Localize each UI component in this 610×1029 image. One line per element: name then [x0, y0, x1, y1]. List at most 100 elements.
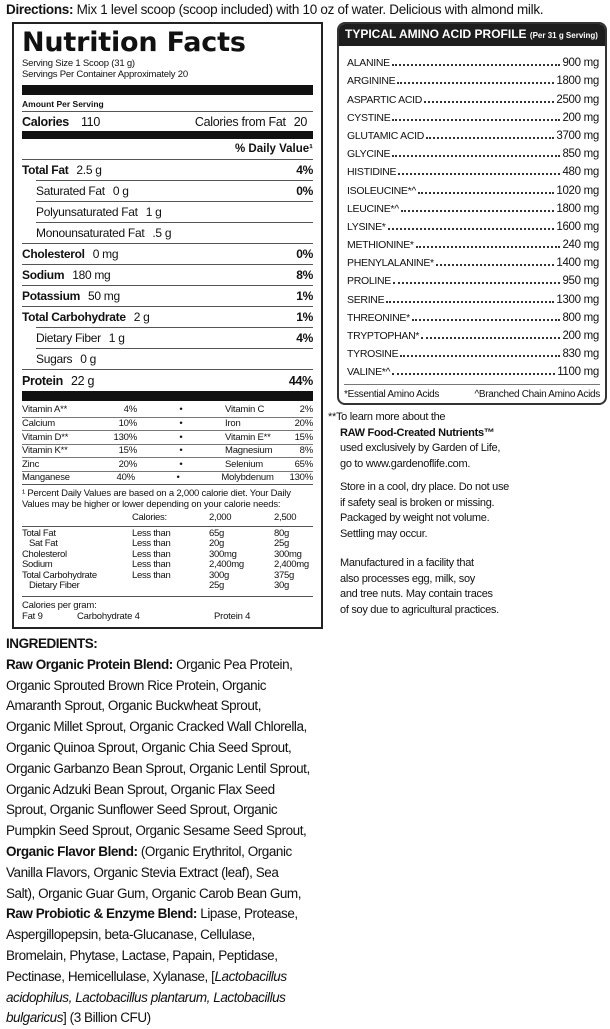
dv-table-row: Dietary Fiber 25g 30g	[22, 580, 313, 592]
vitamin-pct: 20%	[294, 418, 314, 430]
vitamin-pct: 10%	[118, 418, 138, 430]
nutrient-rows: Total Fat 2.5 g 4% Saturated Fat 0 g 0% Polyun…	[22, 159, 313, 391]
serving-size: Serving Size 1 Scoop (31 g)	[22, 58, 135, 69]
amino-amount: 830 mg	[562, 348, 599, 361]
directions: Directions: Mix 1 level scoop (scoop inc…	[6, 2, 544, 17]
dv-table-cell: Less than	[132, 569, 171, 581]
daily-value-header: % Daily Value¹	[22, 139, 313, 159]
nutrient-row: Saturated Fat 0 g 0%	[36, 180, 313, 201]
amino-amount: 950 mg	[562, 275, 599, 288]
cpg-values: Fat 9 Carbohydrate 4 Protein 4	[22, 611, 313, 622]
ingredient-text: Organic Millet Sprout, Organic Cracked W…	[6, 719, 307, 735]
website-link[interactable]: go to www.gardenoflife.com.	[340, 457, 471, 470]
dot-leader	[421, 337, 561, 339]
amino-name: METHIONINE*	[347, 239, 414, 252]
amino-name: PROLINE	[347, 275, 391, 288]
nutrient-label: Polyunsaturated Fat	[36, 205, 138, 219]
amino-row: GLYCINE 850 mg	[339, 142, 605, 160]
dv-table-cell: 80g	[274, 527, 289, 539]
dot-leader	[426, 136, 555, 139]
amino-name: SERINE	[347, 293, 385, 306]
nutrient-label: Monounsaturated Fat	[36, 226, 145, 240]
dv-table-cell: 25g	[209, 580, 224, 591]
ingredients: INGREDIENTS: Raw Organic Protein Blend: O…	[6, 634, 310, 1029]
dv-table-cell: Total Fat	[22, 527, 56, 539]
ingredient-text: Organic Quinoa Sprout, Organic Chia Seed…	[6, 739, 292, 755]
amino-amount: 1800 mg	[556, 75, 599, 88]
directions-label: Directions:	[6, 2, 74, 17]
amino-name: ISOLEUCINE*^	[347, 184, 417, 197]
nutrition-title: Nutrition Facts	[22, 27, 246, 58]
nutrient-label: Protein	[22, 373, 63, 388]
dv-table-cell: Less than	[132, 538, 171, 549]
servings-per-container: Servings Per Container Approximately 20	[22, 69, 188, 80]
ingredient-text: (Organic Erythritol, Organic	[137, 843, 292, 859]
storage-text: Store in a cool, dry place. Do not use if…	[340, 480, 509, 542]
vitamin-pct: 4%	[123, 404, 138, 416]
ingredient-line: bulgaricus] (3 Billion CFU)	[6, 1008, 310, 1029]
amino-row: TYROSINE 830 mg	[339, 342, 605, 360]
amino-name: TYROSINE	[347, 348, 399, 361]
nutrient-label: Potassium	[22, 289, 80, 303]
calories-label: Calories	[22, 114, 69, 129]
essential-footnote: *Essential Amino Acids	[344, 389, 440, 401]
amino-row: PHENYLALANINE* 1400 mg	[339, 251, 605, 269]
ingredient-line: Organic Adzuki Bean Sprout, Organic Flax…	[6, 780, 310, 801]
dv-table-cell: 300mg	[209, 548, 237, 560]
vitamin-name: Selenium	[225, 458, 264, 470]
text-line: Packaged by weight not volume.	[340, 512, 490, 524]
ingredient-line: Organic Garbanzo Bean Sprout, Organic Le…	[6, 759, 310, 780]
ingredient-line: Organic Sprouted Brown Rice Protein, Org…	[6, 676, 310, 697]
vitamin-name: Vitamin E**	[225, 431, 271, 443]
raw-nutrients-brand: RAW Food-Created Nutrients™	[340, 426, 495, 439]
ingredient-text: Amaranth Sprout, Organic Buckwheat Sprou…	[6, 698, 261, 714]
amino-amount: 200 mg	[562, 330, 599, 342]
amino-row: TRYPTOPHAN* 200 mg	[339, 324, 605, 342]
dot-leader	[415, 246, 561, 249]
ingredient-text: Raw Probiotic & Enzyme Blend:	[6, 906, 197, 922]
bullet: •	[179, 404, 183, 416]
vitamin-pct: 15%	[118, 445, 138, 457]
text-line: Settling may occur.	[340, 527, 428, 540]
amino-acid-profile: TYPICAL AMINO ACID PROFILE (Per 31 g Ser…	[337, 22, 607, 405]
amino-row: PROLINE 950 mg	[339, 269, 605, 287]
ingredient-line: Pectinase, Hemicellulase, Xylanase, [Lac…	[6, 967, 310, 988]
dv-table-cell	[132, 581, 209, 592]
nutrient-row: Total Fat 2.5 g 4%	[22, 159, 313, 180]
ingredient-line: Bromelain, Phytase, Lactase, Papain, Pep…	[6, 946, 310, 967]
amino-title: TYPICAL AMINO ACID PROFILE	[345, 27, 527, 41]
dot-leader	[435, 264, 555, 267]
dv-table-cell: 30g	[274, 580, 289, 591]
amino-name: CYSTINE	[347, 111, 391, 124]
dv-table-head	[22, 513, 132, 524]
nutrient-label: Saturated Fat	[36, 184, 105, 198]
vitamin-name: Molybdenum	[221, 472, 274, 484]
vitamin-row: Vitamin K** 15% • Magnesium 8%	[22, 443, 313, 458]
vitamin-row: Zinc 20% • Selenium 65%	[22, 457, 313, 471]
amino-name: VALINE*^	[347, 366, 391, 379]
amino-amount: 1400 mg	[556, 257, 599, 270]
dv-table-header: Calories: 2,000 2,500	[22, 512, 313, 527]
nutrient-daily-value: 0%	[296, 247, 313, 261]
ingredient-text: Aspergillopepsin, beta-Glucanase, Cellul…	[6, 927, 255, 943]
amino-amount: 2500 mg	[556, 93, 599, 106]
amino-row: ALANINE 900 mg	[339, 51, 605, 69]
amino-name: ARGININE	[347, 75, 396, 88]
amino-name: HISTIDINE	[347, 166, 397, 179]
vitamin-row: Manganese 40% • Molybdenum 130%	[22, 470, 313, 485]
nutrient-label: Dietary Fiber	[36, 331, 101, 345]
amino-name: LYSINE*	[347, 220, 386, 233]
amino-name: GLUTAMIC ACID	[347, 129, 424, 142]
amino-row: ASPARTIC ACID 2500 mg	[339, 87, 605, 106]
vitamin-name: Iron	[225, 418, 241, 430]
vitamin-name: Vitamin K**	[22, 445, 68, 457]
nutrition-facts-panel: Nutrition Facts Serving Size 1 Scoop (31…	[12, 22, 323, 629]
nutrient-amount: 0 g	[112, 184, 129, 198]
dot-leader	[387, 227, 555, 230]
dot-leader	[393, 282, 561, 285]
amino-row: ISOLEUCINE*^ 1020 mg	[339, 178, 605, 197]
dv-table-head: Calories:	[132, 512, 167, 523]
calories-value: 110	[80, 114, 100, 129]
vitamin-pct: 40%	[116, 472, 136, 484]
dot-leader	[392, 155, 561, 158]
